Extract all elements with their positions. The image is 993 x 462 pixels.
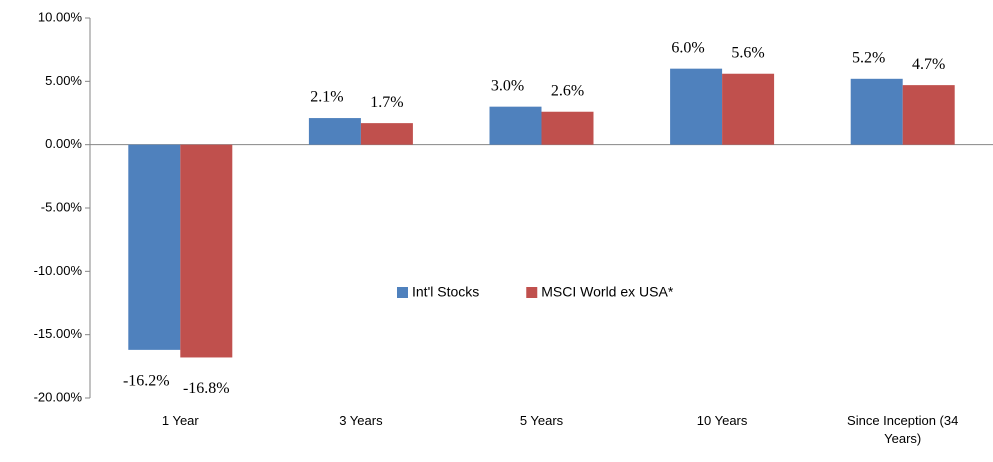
bar (360, 123, 413, 145)
x-tick-label: 1 Year (161, 413, 199, 428)
bar (180, 144, 233, 358)
data-label: 3.0% (491, 77, 524, 94)
data-label: -16.2% (123, 373, 170, 390)
y-tick-label: -15.00% (34, 326, 83, 341)
y-tick-label: 5.00% (45, 73, 82, 88)
x-tick-label: 5 Years (519, 413, 564, 428)
data-label: 1.7% (370, 94, 403, 111)
legend-label: MSCI World ex USA* (541, 284, 674, 300)
bar (722, 73, 775, 145)
data-label: 2.1% (310, 89, 343, 106)
bar (850, 78, 903, 145)
legend-swatch (526, 287, 538, 298)
bar (128, 144, 181, 350)
data-label: 4.7% (912, 56, 945, 73)
legend-label: Int'l Stocks (412, 284, 479, 300)
x-tick-label: 3 Years (339, 413, 383, 428)
data-label: -16.8% (183, 380, 230, 397)
y-tick-label: 0.00% (45, 136, 82, 151)
bar (489, 106, 542, 145)
bar (670, 68, 723, 145)
data-label: 5.2% (852, 49, 885, 66)
bar (902, 85, 955, 145)
bar (541, 111, 594, 145)
bar (308, 118, 361, 145)
data-label: 6.0% (671, 39, 704, 56)
y-tick-label: -10.00% (34, 263, 83, 278)
x-tick-label: Since Inception (34 Years) (847, 413, 959, 446)
data-label: 5.6% (731, 44, 764, 61)
y-tick-label: 10.00% (38, 9, 83, 24)
y-tick-label: -5.00% (41, 199, 83, 214)
data-label: 2.6% (551, 82, 584, 99)
legend-swatch (397, 287, 408, 298)
y-tick-label: -20.00% (34, 389, 83, 404)
x-tick-label: 10 Years (696, 413, 748, 428)
